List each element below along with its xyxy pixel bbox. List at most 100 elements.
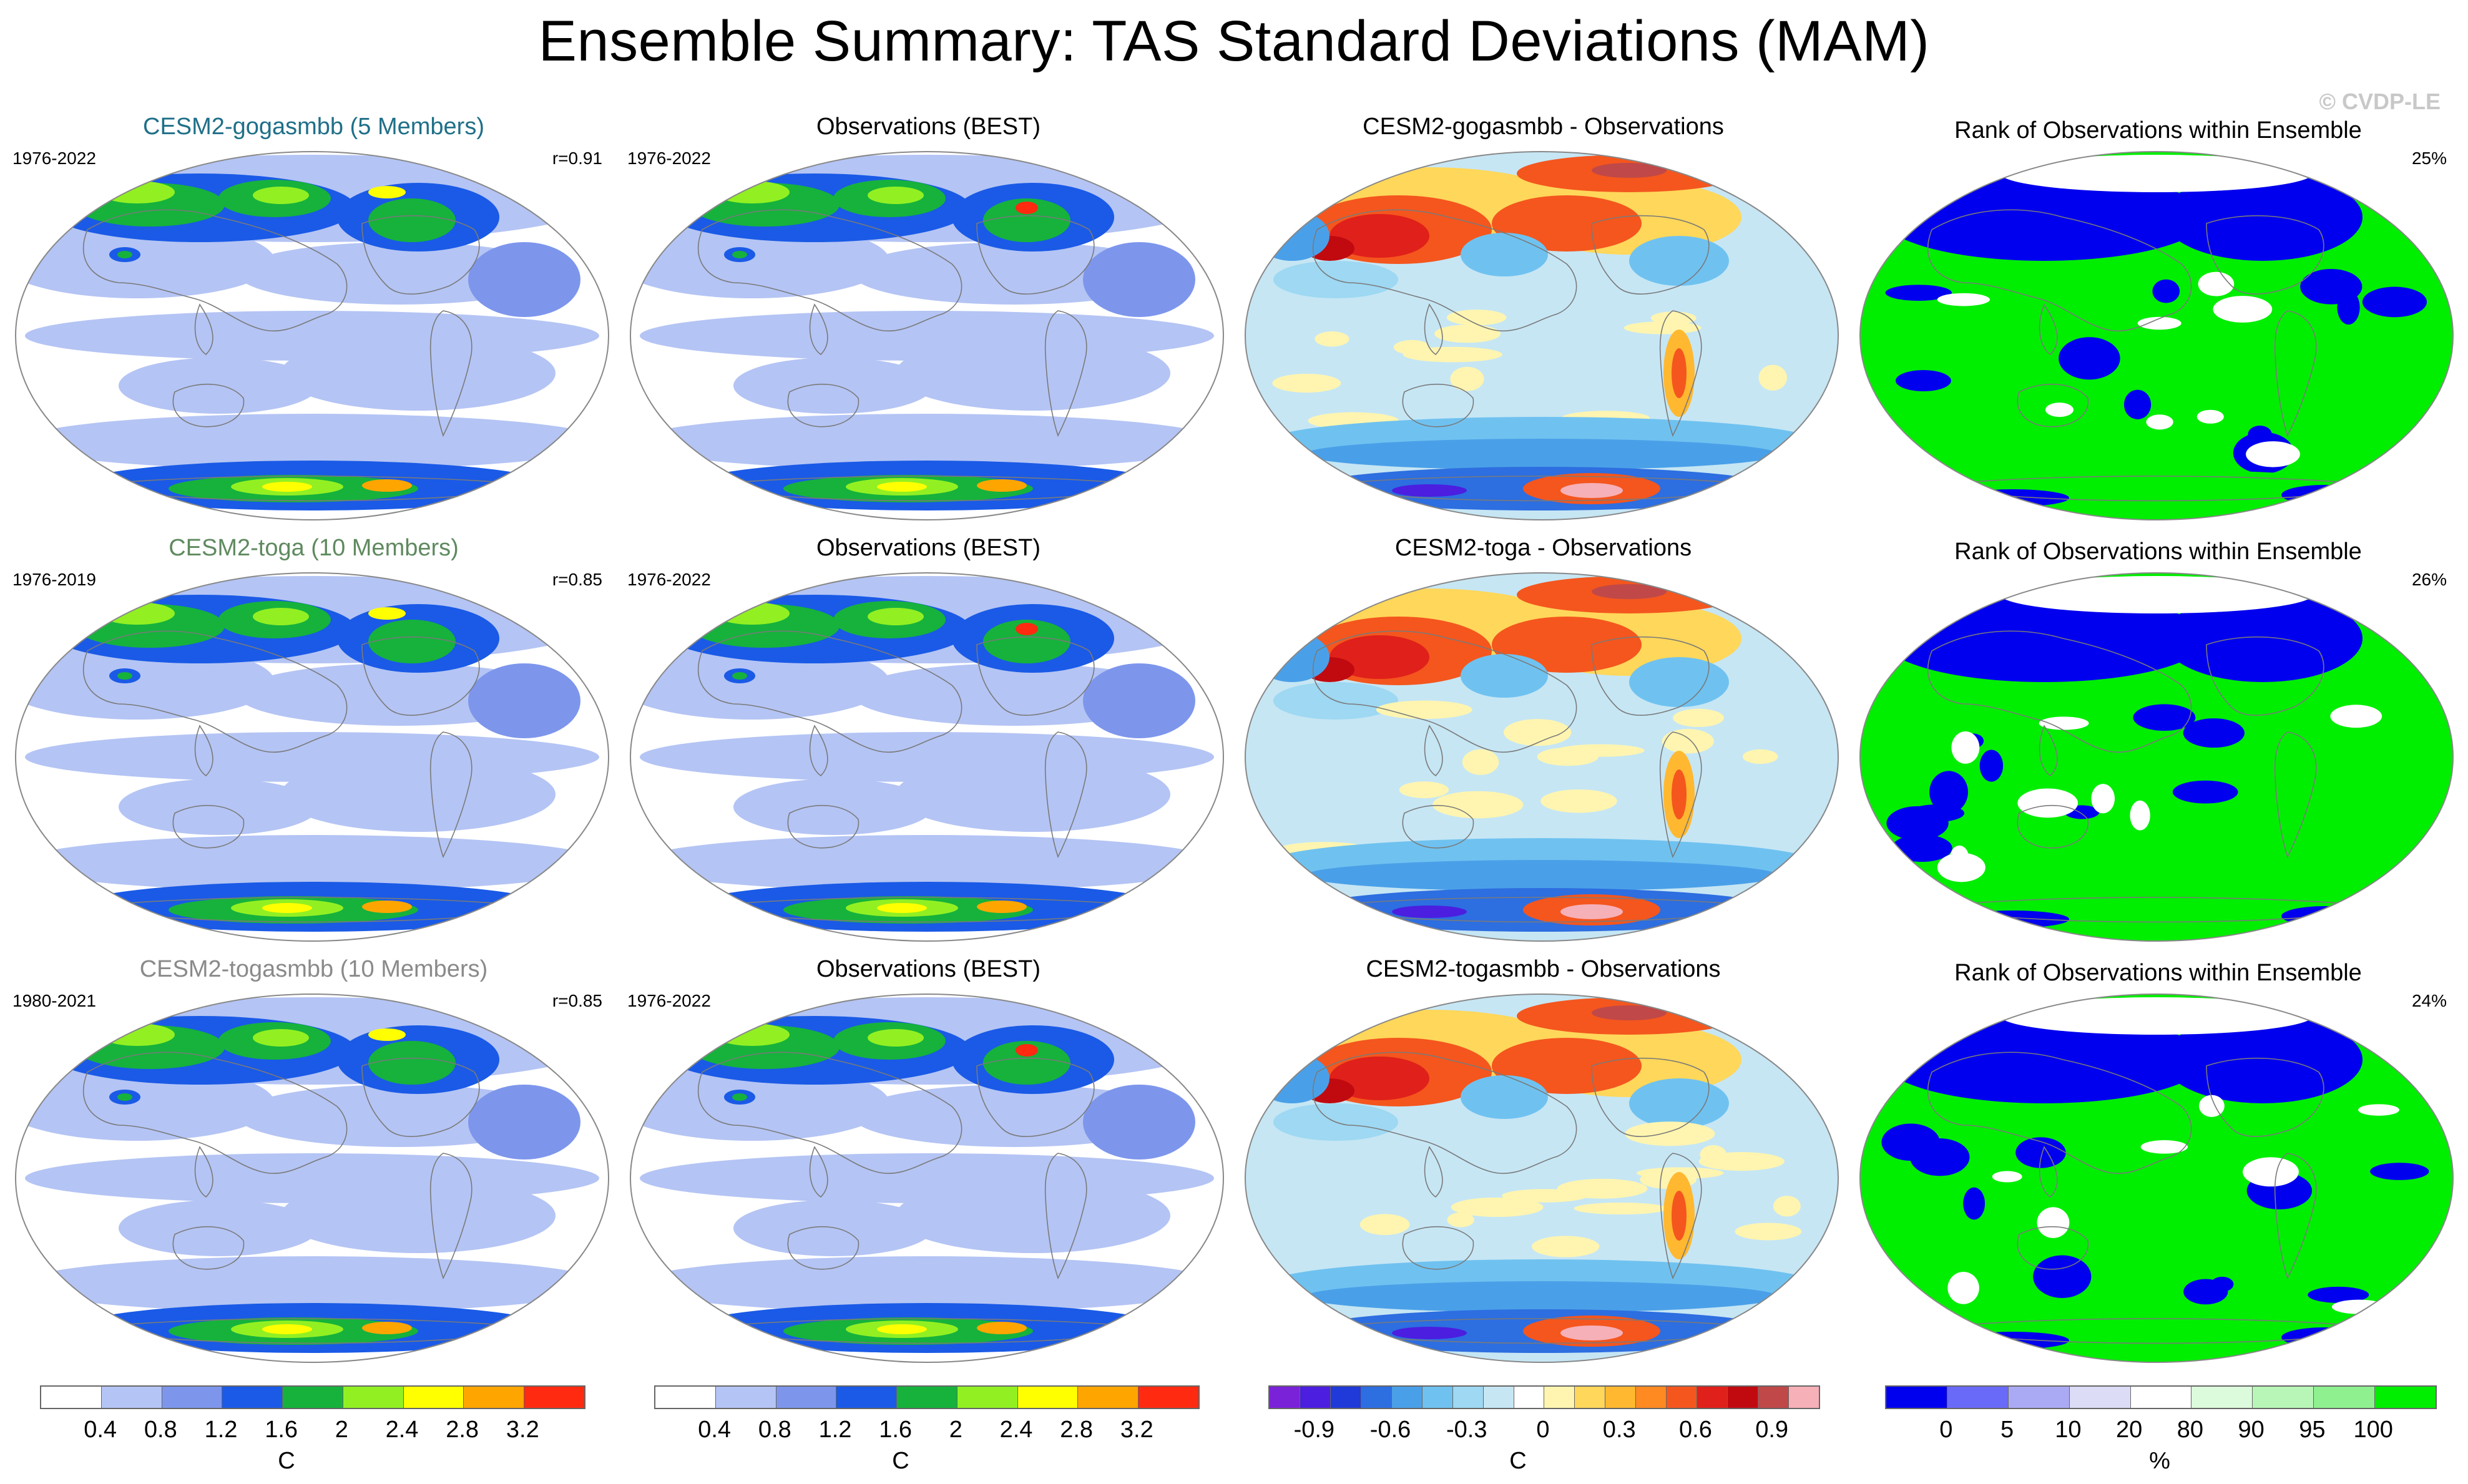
stddev-land-high [705,598,737,610]
stddev-band [630,1066,889,1141]
obs-map-container [627,991,1227,1365]
pattern-correlation-label: r=0.91 [552,149,602,168]
colorbar-swatch [1299,1387,1330,1408]
rank-region [2330,705,2382,728]
colorbar-swatch [524,1387,585,1408]
diff-map-fields [1245,994,1838,1362]
stddev-land-high [368,1041,456,1085]
rank-region [2172,780,2238,804]
stddev-band [19,835,605,891]
diff-region [1305,1281,1779,1312]
rank-colorbar: 0 5 10 20 80 90 95 100% [1885,1385,2447,1479]
stddev-band [896,1178,1170,1253]
colorbar-tick-label: 2 [949,1417,962,1443]
colorbar-swatch [2252,1387,2314,1408]
continent-outline [429,731,473,859]
copyright-label: © CVDP-LE [2319,89,2441,114]
map-outline [15,993,609,1363]
obs-map-container [627,570,1227,944]
diff-region [1376,700,1472,720]
stddev-land-high [253,1029,309,1047]
stddev-antarctic [362,479,412,492]
continent-outline [2274,1153,2317,1280]
diff-region [1742,749,1778,764]
continent-outline [1312,630,1577,753]
diff-region [1758,364,1787,391]
diff-region [1329,635,1429,679]
stddev-band [1083,1085,1195,1159]
diff-region [1393,339,1430,354]
continent-outline [1927,1052,2192,1174]
diff-region [1305,439,1779,470]
stddev-antarctic [262,1324,312,1334]
diff-region [1359,1214,1410,1236]
rank-region [2358,1104,2399,1116]
continent-outline [172,383,245,427]
diff-region [1432,791,1524,819]
diff-region [1625,1121,1715,1146]
rank-map-container [1857,570,2456,944]
colorbar-tick-label: 1.2 [818,1417,852,1443]
model-panel: CESM2-togasmbb (10 Members) 1980-2021 r=0.… [6,949,621,1363]
rank-region [1885,285,1952,301]
rank-region [2213,296,2273,323]
diff-region [1434,325,1501,343]
rank-region [1891,834,1952,862]
rank-region [2300,269,2363,305]
continent-outline [2017,383,2089,427]
stddev-band [1083,663,1195,738]
stddev-band [733,1200,933,1256]
colorbar-tick-label: 3.2 [506,1417,539,1443]
diff-region [1672,348,1687,398]
period-label: 1976-2022 [627,991,711,1010]
rank-region [2362,286,2427,318]
stddev-band [16,223,275,298]
diff-region [1392,906,1467,918]
colorbar-tick-label: 1.2 [204,1417,238,1443]
stddev-land-high [368,1028,406,1041]
colorbar-swatch [1391,1387,1422,1408]
continent-outline [787,1226,859,1270]
stddev-band [19,414,605,470]
diff-region [1629,1078,1729,1128]
pattern-correlation-label: r=0.85 [552,991,602,1010]
obs-map-fields [630,994,1223,1362]
diff-region [1305,860,1779,891]
stddev-spot [117,1093,132,1101]
colorbar-swatch [1513,1387,1544,1408]
continent-outline [194,1146,213,1198]
continent-outline [2039,725,2058,777]
stddev-band [468,663,580,738]
colorbar-swatches [654,1385,1200,1409]
diff-region [1700,1145,1727,1164]
rank-map [1859,993,2454,1363]
stddev-band [281,336,556,411]
obs-map [630,572,1224,942]
stddev-band [468,1085,580,1159]
rank-region [2140,1140,2188,1154]
diff-region [1403,346,1502,363]
stddev-band [630,645,889,720]
diff-region [1329,1057,1429,1100]
diff-panel-title: CESM2-gogasmbb - Observations [1363,114,1724,140]
continent-outline [1312,1052,1577,1174]
stddev-band [634,414,1220,470]
stddev-band [634,835,1220,891]
rank-region [2370,1163,2429,1180]
continent-outline [1312,209,1577,332]
colorbar-tick-label: 10 [2055,1417,2082,1443]
stddev-land-high [368,198,456,242]
pattern-correlation-label: r=0.85 [552,570,602,589]
diff-region [1560,483,1623,498]
stddev-band [281,1178,556,1253]
diff-region [1462,749,1499,775]
stddev-land-high [983,198,1070,242]
diff-panel-title: CESM2-toga - Observations [1394,535,1692,561]
period-label: 1976-2022 [627,149,711,168]
stddev-land-high [705,177,737,189]
colorbar-swatch [1421,1387,1452,1408]
diff-map-container [1242,570,1841,944]
rank-region [2198,271,2235,296]
diff-region [1461,233,1548,276]
diff-region [1315,331,1349,347]
